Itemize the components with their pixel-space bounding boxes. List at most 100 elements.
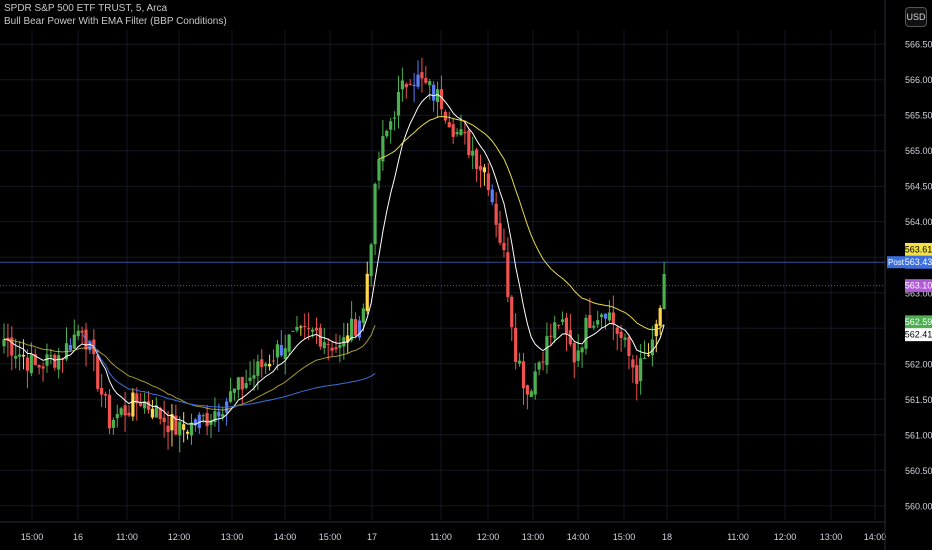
price-label-text: 563.43 — [905, 257, 932, 267]
candle-body — [115, 414, 119, 419]
candle-body — [268, 363, 272, 367]
candle-body — [287, 334, 291, 352]
post-label-text: Post — [888, 258, 905, 267]
candle-body — [25, 357, 30, 371]
candle-body — [236, 377, 240, 390]
candle-body — [658, 307, 662, 326]
candle-body — [162, 417, 166, 423]
candle-body — [424, 78, 428, 83]
candle-body — [631, 359, 635, 368]
candle-body — [392, 117, 397, 119]
candle-body — [76, 330, 80, 337]
candle-body — [240, 376, 244, 390]
price-label-box — [905, 255, 932, 269]
candle-body — [310, 329, 315, 332]
candle-body — [439, 89, 444, 110]
candle-body — [447, 122, 451, 128]
chart-legend: SPDR S&P 500 ETF TRUST, 5, Arca Bull Bea… — [4, 2, 227, 28]
candle-body — [29, 354, 33, 374]
candle-body — [154, 405, 158, 418]
candle-body — [361, 308, 365, 323]
candle-body — [338, 344, 342, 348]
x-tick-label: 13:00 — [522, 532, 545, 542]
candle-body — [264, 363, 268, 367]
y-tick-label: 560.00 — [905, 501, 932, 511]
candle-body — [490, 189, 494, 203]
candle-body — [307, 328, 311, 330]
candle-body — [14, 355, 18, 359]
candle-body — [72, 334, 76, 349]
vwap-line — [81, 332, 376, 408]
candle-body — [193, 419, 197, 426]
candle-body — [41, 366, 45, 369]
price-label-box — [905, 315, 932, 329]
candle-body — [619, 331, 623, 338]
y-tick-label: 560.50 — [905, 466, 932, 476]
candle-body — [303, 326, 307, 328]
candle-body — [389, 121, 393, 130]
candle-body — [416, 74, 420, 87]
candle-body — [537, 362, 541, 370]
candle-body — [84, 329, 88, 350]
candle-body — [256, 361, 260, 376]
candle-body — [357, 320, 362, 338]
candle-body — [529, 391, 533, 397]
candle-body — [576, 350, 580, 361]
candle-body — [514, 327, 518, 362]
candle-body — [80, 330, 84, 333]
x-tick-label: 13:00 — [820, 532, 843, 542]
candle-body — [478, 165, 483, 171]
candle-body — [150, 408, 155, 418]
candle-body — [365, 273, 369, 312]
candle-body — [428, 81, 432, 86]
candle-body — [553, 322, 557, 339]
x-tick-label: 15:00 — [319, 532, 342, 542]
x-tick-label: 12:00 — [168, 532, 191, 542]
candle-body — [592, 325, 596, 328]
candle-body — [353, 319, 358, 336]
candle-body — [201, 415, 205, 417]
candle-body — [541, 361, 545, 363]
candle-body — [654, 323, 658, 337]
x-tick-label: 11:00 — [727, 532, 749, 542]
currency-button[interactable]: USD — [905, 7, 927, 27]
candle-body — [174, 415, 178, 435]
candle-body — [350, 318, 354, 341]
candle-body — [326, 343, 330, 345]
candle-body — [131, 392, 135, 417]
post-label-box — [887, 256, 905, 269]
candle-body — [584, 317, 588, 349]
candle-body — [279, 344, 283, 356]
candle-body — [502, 242, 506, 251]
candle-body — [170, 414, 174, 431]
y-tick-label: 565.50 — [905, 111, 932, 121]
candle-body — [635, 365, 639, 384]
candle-body — [412, 84, 416, 86]
candle-body — [123, 405, 127, 416]
candle-body — [139, 402, 143, 406]
candle-body — [506, 252, 510, 298]
candle-body — [57, 355, 61, 370]
candle-body — [404, 84, 408, 88]
candle-body — [37, 364, 41, 368]
candle-body — [467, 130, 471, 156]
candle-body — [166, 425, 170, 433]
candle-body — [346, 335, 350, 343]
symbol-title: SPDR S&P 500 ETF TRUST, 5, Arca — [4, 3, 168, 14]
y-tick-label: 561.50 — [905, 395, 932, 405]
x-tick-label: 16 — [73, 532, 83, 542]
candle-body — [607, 312, 612, 321]
candle-body — [314, 327, 319, 331]
x-tick-label: 14:00 — [864, 532, 887, 542]
candle-body — [18, 354, 22, 357]
candle-body — [260, 359, 264, 368]
candle-body — [248, 377, 252, 381]
candle-body — [295, 326, 299, 331]
candle-body — [217, 411, 221, 417]
y-tick-label: 566.50 — [905, 40, 932, 50]
price-label-text: 563.10 — [905, 281, 932, 291]
candle-body — [580, 347, 584, 353]
candle-body — [205, 413, 209, 427]
candle-body — [471, 150, 475, 156]
